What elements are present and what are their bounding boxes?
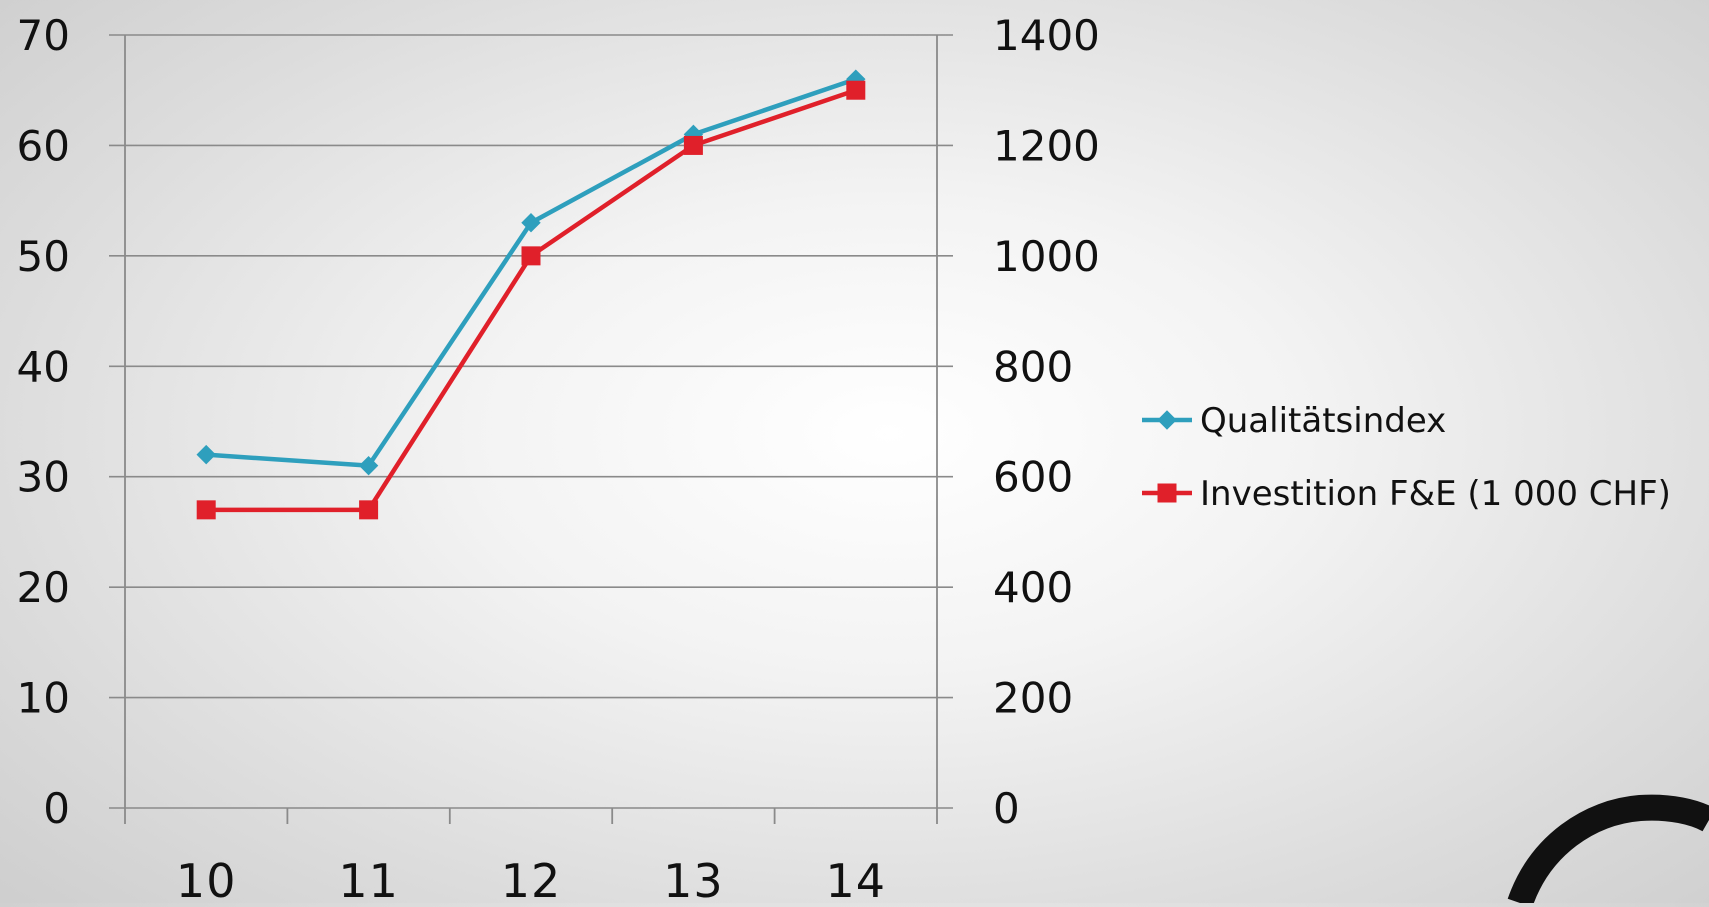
- left-axis-tick-label: 40: [17, 342, 70, 391]
- data-point-marker: [521, 213, 541, 233]
- series-line: [206, 88, 857, 513]
- x-axis-tick-label: 13: [663, 854, 724, 903]
- left-axis-tick-label: 20: [17, 563, 70, 612]
- series-investition: [196, 80, 866, 520]
- legend-label: Investition F&E (1 000 CHF): [1200, 474, 1671, 514]
- left-axis-tick-label: 10: [17, 674, 70, 723]
- data-point-marker: [358, 455, 379, 476]
- left-axis-tick-label: 30: [17, 453, 70, 502]
- data-point-marker: [196, 500, 216, 520]
- series-qualitaetsindex: [196, 69, 866, 476]
- data-point-marker: [196, 444, 216, 465]
- x-axis-tick-label: 10: [176, 854, 237, 903]
- left-axis-tick-labels: 0 10 20 30 40 50 60 70: [17, 11, 70, 833]
- series-group: [196, 69, 866, 520]
- right-axis-tick-label: 400: [993, 563, 1073, 612]
- right-axis-tick-label: 800: [993, 342, 1073, 391]
- legend-marker: [1157, 483, 1177, 503]
- data-point-marker: [846, 80, 866, 100]
- right-axis-tick-label: 200: [993, 674, 1073, 723]
- data-point-marker: [359, 500, 379, 520]
- left-axis-tick-label: 0: [43, 784, 70, 833]
- legend-label: Qualitätsindex: [1200, 401, 1446, 441]
- x-axis-tick-label: 12: [501, 854, 562, 903]
- axes: [124, 35, 938, 824]
- right-axis-tick-label: 1400: [993, 11, 1100, 60]
- left-axis-tick-label: 60: [17, 121, 70, 170]
- series-line: [206, 77, 857, 468]
- legend: Qualitätsindex Investition F&E (1 000 CHF…: [1142, 401, 1671, 514]
- left-axis-tick-label: 70: [17, 11, 70, 60]
- x-axis-tick-label: 11: [338, 854, 399, 903]
- x-axis-tick-labels: 10 11 12 13 14: [176, 854, 887, 907]
- right-axis-tick-label: 0: [993, 784, 1020, 833]
- right-axis-tick-labels: 0 200 400 600 800 1000 1200 1400: [993, 11, 1100, 833]
- right-axis-tick-label: 1200: [993, 121, 1100, 170]
- legend-entry: Investition F&E (1 000 CHF): [1142, 474, 1671, 514]
- decorative-arc: [1507, 794, 1709, 907]
- legend-marker: [1157, 410, 1177, 430]
- right-axis-tick-label: 600: [993, 453, 1073, 502]
- left-axis-tick-label: 50: [17, 232, 70, 281]
- gridlines: [109, 34, 953, 809]
- data-point-marker: [521, 246, 541, 266]
- right-axis-tick-label: 1000: [993, 232, 1100, 281]
- x-axis-tick-label: 14: [826, 854, 887, 903]
- legend-entry: Qualitätsindex: [1142, 401, 1446, 441]
- data-point-marker: [683, 135, 703, 155]
